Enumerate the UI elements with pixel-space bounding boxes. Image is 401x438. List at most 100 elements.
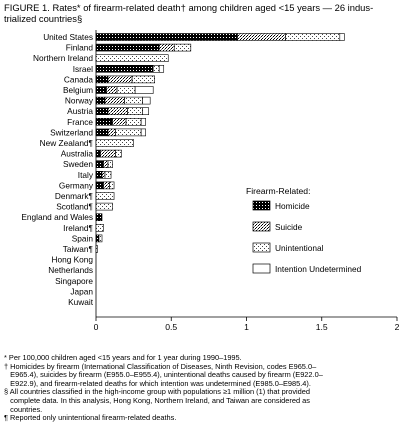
legend-swatch-intention-undetermined [252,263,271,274]
category-label: Germany [59,180,94,190]
bar-segment-unintentional [131,75,155,84]
bar-segment-unintentional [152,65,160,73]
bar-segment-suicide [107,107,128,115]
category-label: Finland [66,43,94,53]
category-label: France [67,117,93,127]
bar-segment-intention-undetermined [142,107,149,115]
bar-segment-suicide [101,171,106,179]
legend-title: Firearm-Related: [246,186,310,196]
footnote-line: ¶ Reported only unintentional firearm-re… [4,413,177,423]
bar-segment-suicide [103,181,110,190]
bar-segment-unintentional [95,54,169,63]
category-label: Israel [73,64,93,74]
bar-segment-unintentional [124,96,143,105]
category-label: Denmark¶ [55,191,94,201]
category-label: Northern Ireland [33,53,93,63]
legend-swatch-unintentional [252,242,271,253]
bar-segment-unintentional [127,107,143,115]
x-tick-label: 0 [94,322,99,332]
bar-segment-suicide [107,75,133,84]
x-tick-label: 1 [244,322,249,332]
category-label: United States [43,32,93,42]
category-label: Sweden [63,159,93,169]
bar-segment-unintentional [115,149,122,158]
axis-layer: 0 0.5 1 1.5 2 [94,30,400,332]
bar-segment-unintentional [116,86,136,94]
bar-segment-homicide [95,213,103,221]
legend-label-suicide: Suicide [275,222,303,232]
bar-segment-homicide [95,43,160,52]
footnote-line: countries. [4,404,43,414]
category-label: Taiwan¶ [63,244,94,254]
legend-swatch-suicide [252,221,271,232]
bar-segment-homicide [95,96,106,105]
bar-segment-suicide [100,149,116,158]
category-label: Hong Kong [51,255,93,265]
bar-segment-homicide [95,33,238,41]
bar-segment-intention-undetermined [158,65,165,73]
footnote-line: † Homicides by firearm (International Cl… [4,361,317,371]
category-label: Singapore [55,276,93,286]
chart-title-line-2: trialized countries§ [4,13,83,24]
bar-segment-intention-undetermined [140,118,146,126]
footnote-line: E965.4), suicides by firearm (E955.0–E95… [4,370,323,380]
bar-segment-unintentional [95,202,113,211]
bar-segment-homicide [95,160,104,168]
category-label: Italy [78,170,94,180]
bar-segment-unintentional [173,43,192,52]
category-label: Belgium [63,85,93,95]
bar-segment-homicide [95,234,100,243]
bar-segment-unintentional [95,224,104,232]
bar-segment-suicide [112,118,127,126]
footnotes: * Per 100,000 children aged <15 years an… [4,353,397,423]
x-tick-label: 1.5 [316,322,328,332]
bar-segment-unintentional [285,33,341,41]
bar-segment-homicide [95,171,103,179]
category-label: Norway [65,96,94,106]
category-label: Switzerland [50,127,93,137]
bar-segment-homicide [95,65,154,73]
category-label: Austria [67,106,93,116]
bar-segment-intention-undetermined [134,86,154,94]
category-label: Japan [70,286,93,296]
category-label: Canada [64,74,93,84]
chart-title: FIGURE 1. Rates* of firearm-related deat… [4,2,399,24]
bar-segment-homicide [95,75,109,84]
bar-segment-intention-undetermined [140,128,146,137]
footnote-line: E922.9), and firearm-related deaths for … [4,378,311,388]
bar-segment-unintentional [98,234,103,243]
bar-segment-suicide [106,86,118,94]
bar-segment-unintentional [95,245,98,253]
bar-segment-homicide [95,149,101,158]
bar-segment-unintentional [115,128,142,137]
legend-label-homicide: Homicide [275,201,310,211]
footnote-line: § All countries classified in the high-i… [4,387,311,397]
bar-segment-unintentional [95,192,115,200]
bar-segment-homicide [95,107,109,115]
legend-label-intention-undetermined: Intention Undetermined [275,264,362,274]
bar-segment-unintentional [95,139,134,147]
bar-segment-unintentional [107,160,113,168]
bar-segment-intention-undetermined [142,96,151,105]
legend-label-unintentional: Unintentional [275,243,324,253]
category-label: Spain [72,233,94,243]
category-label: England and Wales [21,212,93,222]
bar-segment-suicide [237,33,286,41]
category-label: Kuwait [68,297,94,307]
bar-segment-suicide [103,160,109,168]
bar-segment-unintentional [109,181,115,190]
legend: Firearm-Related: Homicide Suicide Unintent… [246,186,362,274]
x-tick-label: 0.5 [165,322,177,332]
bar-segment-unintentional [125,118,142,126]
category-label: Scotland¶ [56,202,93,212]
footnote-line: * Per 100,000 children aged <15 years an… [4,353,242,362]
bar-segment-suicide [107,128,116,137]
footnote-line: complete data. In this analysis, Hong Ko… [4,395,310,405]
category-label: Ireland¶ [63,223,93,233]
category-label: New Zealand¶ [40,138,94,148]
bar-segment-intention-undetermined [339,33,345,41]
chart-title-line-1: FIGURE 1. Rates* of firearm-related deat… [4,2,374,13]
bar-segment-suicide [104,96,125,105]
